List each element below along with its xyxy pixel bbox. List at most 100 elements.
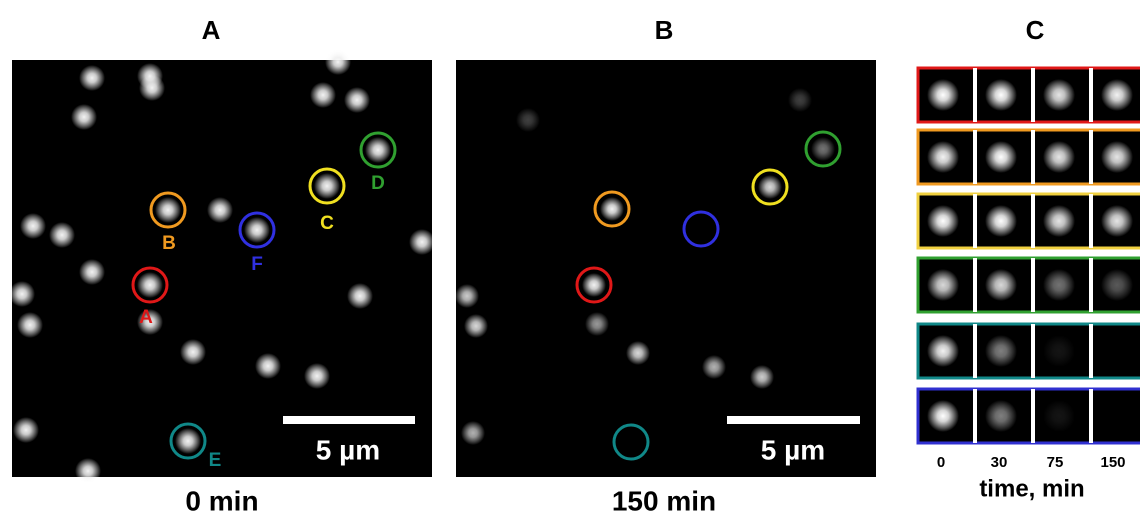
marker-label: E xyxy=(209,450,222,471)
tile-divider xyxy=(1089,130,1093,184)
scale-bar-label: 5 µm xyxy=(761,434,825,465)
spot xyxy=(314,173,340,199)
tile-divider xyxy=(1031,258,1035,312)
spot xyxy=(244,217,270,243)
spot xyxy=(175,428,201,454)
panel-label: C xyxy=(1026,15,1045,45)
tile-divider xyxy=(973,258,977,312)
spot xyxy=(464,314,488,338)
tile-divider xyxy=(1089,194,1093,248)
tile-divider xyxy=(1089,258,1093,312)
panel-label: B xyxy=(655,15,674,45)
spot xyxy=(79,259,105,285)
spot xyxy=(304,363,330,389)
spot xyxy=(582,273,606,297)
spot xyxy=(1043,141,1075,173)
spot xyxy=(516,108,540,132)
tile-divider xyxy=(973,68,977,122)
time-tick: 30 xyxy=(991,454,1008,471)
spot xyxy=(347,283,373,309)
spot xyxy=(927,205,959,237)
marker-label: D xyxy=(371,173,385,194)
spot xyxy=(207,197,233,223)
spot xyxy=(255,353,281,379)
tile-divider xyxy=(1031,68,1035,122)
spot xyxy=(750,365,774,389)
spot xyxy=(811,137,835,161)
tile-divider xyxy=(973,130,977,184)
spot xyxy=(985,205,1017,237)
tile-divider xyxy=(973,389,977,443)
marker-label: C xyxy=(320,213,334,234)
axis-label: time, min xyxy=(979,475,1084,502)
time-tick: 0 xyxy=(937,454,945,471)
tile-divider xyxy=(1031,130,1035,184)
spot xyxy=(927,400,959,432)
spot xyxy=(75,458,101,484)
spot xyxy=(1101,205,1133,237)
spot xyxy=(155,197,181,223)
spot xyxy=(461,421,485,445)
spot xyxy=(49,222,75,248)
tile-divider xyxy=(973,194,977,248)
spot xyxy=(344,87,370,113)
spot xyxy=(1101,269,1133,301)
spot xyxy=(17,312,43,338)
spot xyxy=(1043,269,1075,301)
spot xyxy=(927,79,959,111)
marker-label: F xyxy=(251,254,263,275)
spot xyxy=(1043,400,1075,432)
scale-bar xyxy=(727,416,860,424)
tile-divider xyxy=(973,324,977,378)
spot xyxy=(985,141,1017,173)
spot xyxy=(9,281,35,307)
tile-grid xyxy=(918,68,1140,443)
spot xyxy=(180,339,206,365)
tile-divider xyxy=(1031,194,1035,248)
spot xyxy=(409,229,435,255)
tile-divider xyxy=(1031,324,1035,378)
scale-bar-label: 5 µm xyxy=(316,434,380,465)
spot xyxy=(758,175,782,199)
spot xyxy=(1043,79,1075,111)
spot xyxy=(79,65,105,91)
marker-label: B xyxy=(162,233,176,254)
spot xyxy=(985,269,1017,301)
scale-bar xyxy=(283,416,415,424)
tile-divider xyxy=(1089,68,1093,122)
time-tick: 75 xyxy=(1047,454,1064,471)
time-tick: 150 xyxy=(1100,454,1125,471)
panel-label: A xyxy=(202,15,221,45)
spot xyxy=(1101,79,1133,111)
tile-divider xyxy=(1089,324,1093,378)
spot xyxy=(20,213,46,239)
spot xyxy=(927,335,959,367)
spot xyxy=(310,82,336,108)
spot xyxy=(1043,205,1075,237)
spot xyxy=(600,197,624,221)
spot xyxy=(365,137,391,163)
spot xyxy=(927,141,959,173)
spot xyxy=(985,400,1017,432)
caption: 150 min xyxy=(612,485,716,516)
spot xyxy=(139,75,165,101)
spot xyxy=(788,88,812,112)
spot xyxy=(626,341,650,365)
tile-divider xyxy=(1089,389,1093,443)
caption: 0 min xyxy=(185,485,258,516)
spot xyxy=(325,49,351,75)
spot xyxy=(1101,141,1133,173)
spot xyxy=(702,355,726,379)
figure: A B C A B C D E F 5 µm 5 µm 0 min 150 mi… xyxy=(0,0,1140,517)
spot xyxy=(71,104,97,130)
spot xyxy=(455,284,479,308)
spot xyxy=(1043,335,1075,367)
spot xyxy=(585,312,609,336)
tile-divider xyxy=(1031,389,1035,443)
marker-label: A xyxy=(139,307,153,328)
spot xyxy=(13,417,39,443)
spot xyxy=(985,79,1017,111)
spot xyxy=(927,269,959,301)
spot xyxy=(985,335,1017,367)
spot xyxy=(137,272,163,298)
